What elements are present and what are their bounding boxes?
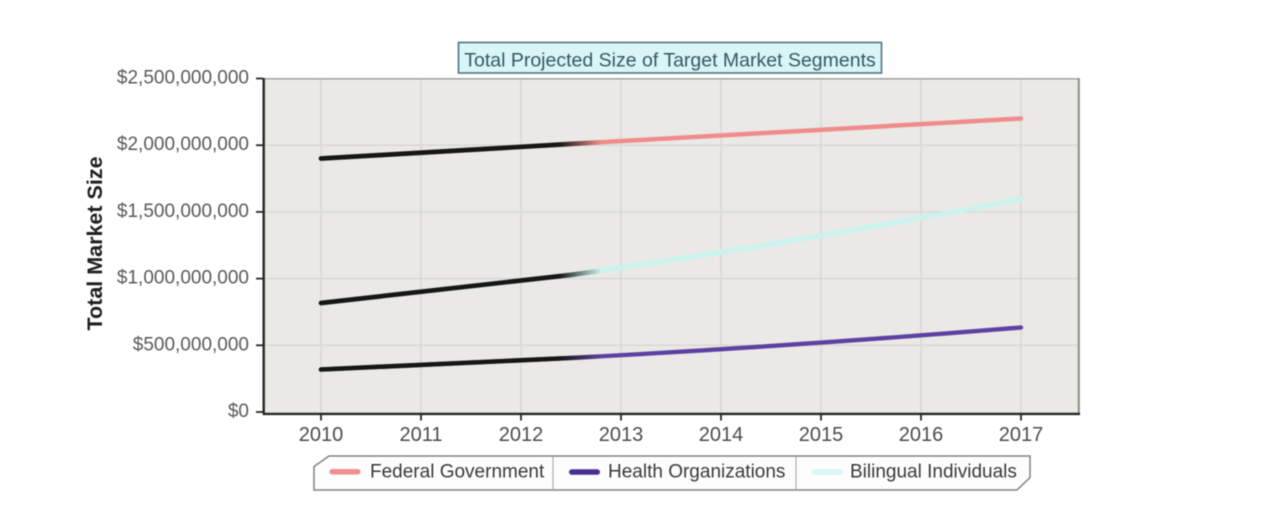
svg-text:2011: 2011 xyxy=(399,424,442,446)
svg-text:2012: 2012 xyxy=(499,424,544,446)
svg-text:2015: 2015 xyxy=(799,424,844,446)
svg-text:$2,000,000,000: $2,000,000,000 xyxy=(117,134,249,155)
svg-text:2017: 2017 xyxy=(999,424,1044,446)
svg-text:2016: 2016 xyxy=(899,424,944,446)
svg-text:Total Market Size: Total Market Size xyxy=(83,156,107,330)
svg-text:Total Projected Size of Target: Total Projected Size of Target Market Se… xyxy=(464,50,876,72)
svg-text:$2,500,000,000: $2,500,000,000 xyxy=(117,68,249,89)
svg-text:$0: $0 xyxy=(228,401,249,422)
svg-text:2013: 2013 xyxy=(599,424,644,446)
svg-text:Health Organizations: Health Organizations xyxy=(608,461,785,482)
svg-text:2010: 2010 xyxy=(299,424,344,446)
svg-text:2014: 2014 xyxy=(699,424,744,446)
svg-text:$500,000,000: $500,000,000 xyxy=(133,334,249,355)
svg-text:$1,000,000,000: $1,000,000,000 xyxy=(117,268,249,289)
svg-text:$1,500,000,000: $1,500,000,000 xyxy=(117,201,249,222)
svg-text:Bilingual Individuals: Bilingual Individuals xyxy=(850,461,1017,482)
svg-text:Federal Government: Federal Government xyxy=(370,461,545,482)
